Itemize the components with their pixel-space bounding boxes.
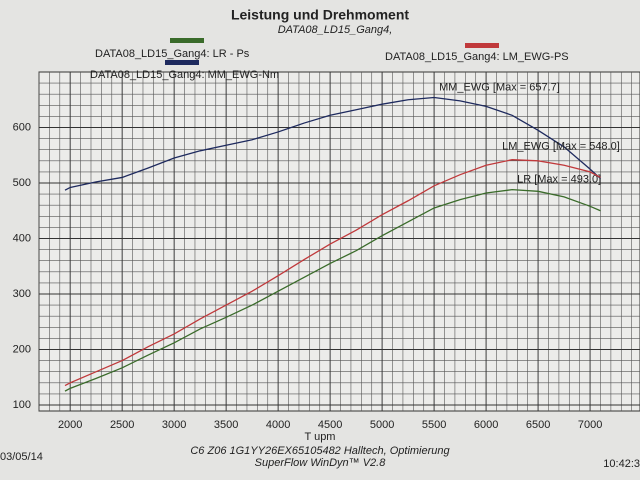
series-line <box>64 159 601 387</box>
series-line <box>64 189 601 392</box>
series-annotation: LM_EWG [Max = 548.0] <box>502 141 620 153</box>
legend-label: DATA08_LD15_Gang4: MM_EWG-Nm <box>90 69 279 81</box>
legend-label: DATA08_LD15_Gang4: LR - Ps <box>95 48 250 60</box>
y-tick-label: 300 <box>13 288 31 300</box>
legend-swatch <box>170 38 204 43</box>
plot-area <box>38 71 640 412</box>
date: 03/05/14 <box>0 451 43 463</box>
footer-line: SuperFlow WinDyn™ V2.8 <box>255 457 387 469</box>
y-tick-label: 200 <box>13 343 31 355</box>
x-tick-label: 4000 <box>266 419 290 431</box>
x-tick-label: 5500 <box>422 419 446 431</box>
x-tick-label: 6000 <box>474 419 498 431</box>
x-tick-label: 4500 <box>318 419 342 431</box>
footer-line: C6 Z06 1G1YY26EX65105482 Halltech, Optim… <box>190 445 450 457</box>
x-axis-label: T upm <box>305 431 336 443</box>
series-line <box>64 96 601 191</box>
x-tick-label: 7000 <box>578 419 602 431</box>
y-tick-label: 600 <box>13 121 31 133</box>
y-tick-label: 100 <box>13 399 31 411</box>
legend-swatch <box>465 43 499 48</box>
y-tick-label: 400 <box>13 232 31 244</box>
y-tick-label: 500 <box>13 177 31 189</box>
x-tick-label: 3000 <box>162 419 186 431</box>
legend-label: DATA08_LD15_Gang4: LM_EWG-PS <box>385 51 569 63</box>
x-tick-label: 2500 <box>110 419 134 431</box>
time: 10:42:3 <box>603 458 640 470</box>
series-annotation: MM_EWG [Max = 657.7] <box>439 81 560 93</box>
series-annotation: LR [Max = 493.0] <box>517 174 601 186</box>
chart-title: Leistung und Drehmoment <box>231 7 409 23</box>
chart-subtitle: DATA08_LD15_Gang4, <box>278 24 393 36</box>
x-tick-label: 5000 <box>370 419 394 431</box>
x-tick-label: 3500 <box>214 419 238 431</box>
x-tick-label: 6500 <box>526 419 550 431</box>
legend-swatch <box>165 60 199 65</box>
x-tick-label: 2000 <box>58 419 82 431</box>
